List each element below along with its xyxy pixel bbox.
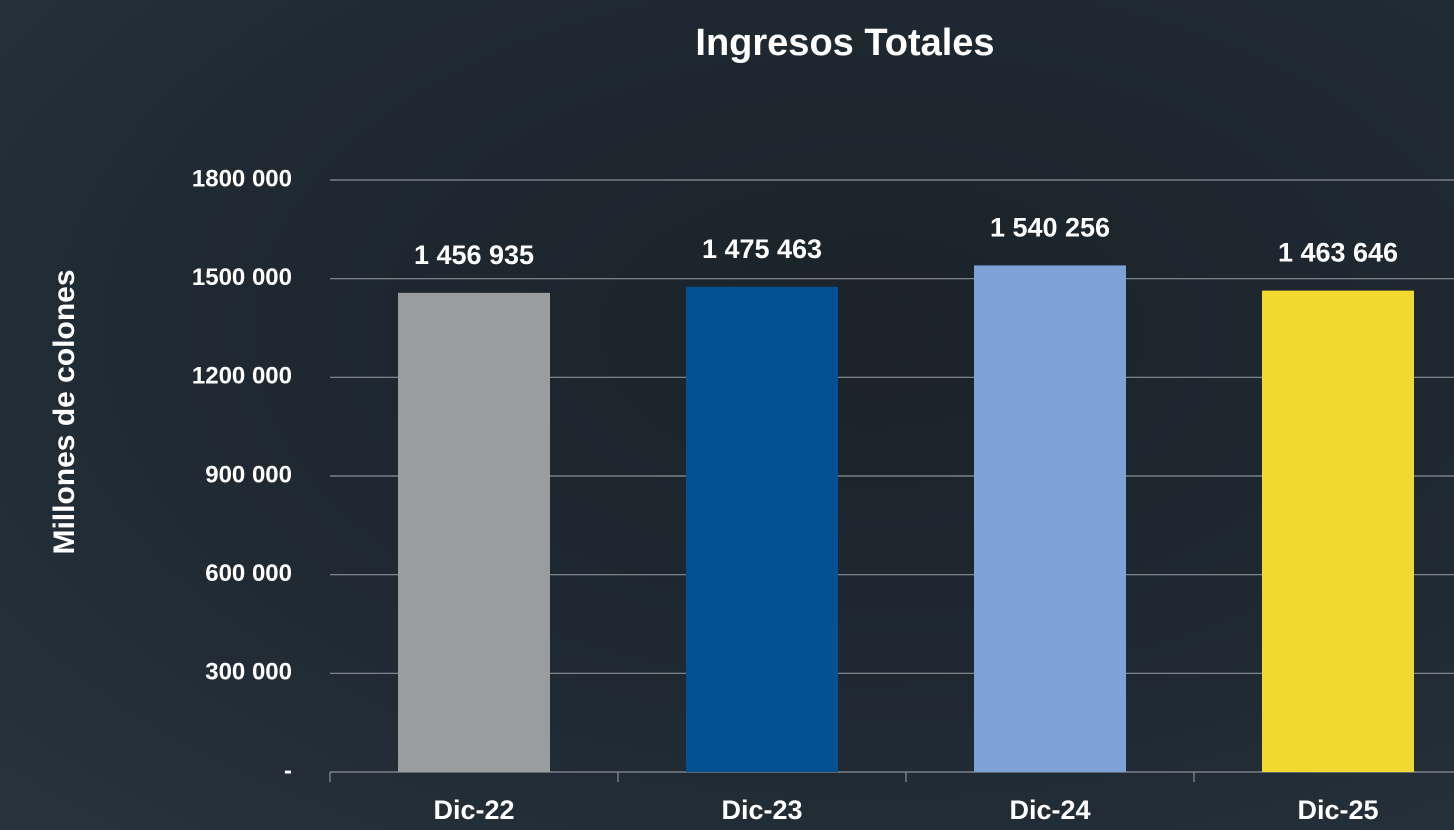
x-tick-label: Dic-22 [433, 795, 514, 825]
chart-title: Ingresos Totales [695, 22, 994, 64]
bar [974, 265, 1126, 772]
data-label: 1 475 463 [702, 234, 822, 264]
y-tick-label: - [284, 757, 292, 784]
bar [686, 286, 838, 772]
y-tick-label: 600 000 [205, 560, 292, 587]
bar [398, 292, 550, 772]
data-label: 1 540 256 [990, 213, 1110, 243]
y-tick-label: 1800 000 [192, 165, 292, 192]
data-label: 1 456 935 [414, 240, 534, 270]
y-tick-label: 1500 000 [192, 264, 292, 291]
x-tick-label: Dic-25 [1297, 795, 1378, 825]
y-tick-label: 300 000 [205, 659, 292, 686]
y-axis-label: Millones de colones [48, 269, 81, 554]
y-tick-label: 1200 000 [192, 363, 292, 390]
data-label: 1 463 646 [1278, 238, 1398, 268]
x-tick-label: Dic-24 [1009, 795, 1090, 825]
y-tick-label: 900 000 [205, 461, 292, 488]
x-tick-label: Dic-23 [721, 795, 802, 825]
bar [1262, 290, 1414, 772]
